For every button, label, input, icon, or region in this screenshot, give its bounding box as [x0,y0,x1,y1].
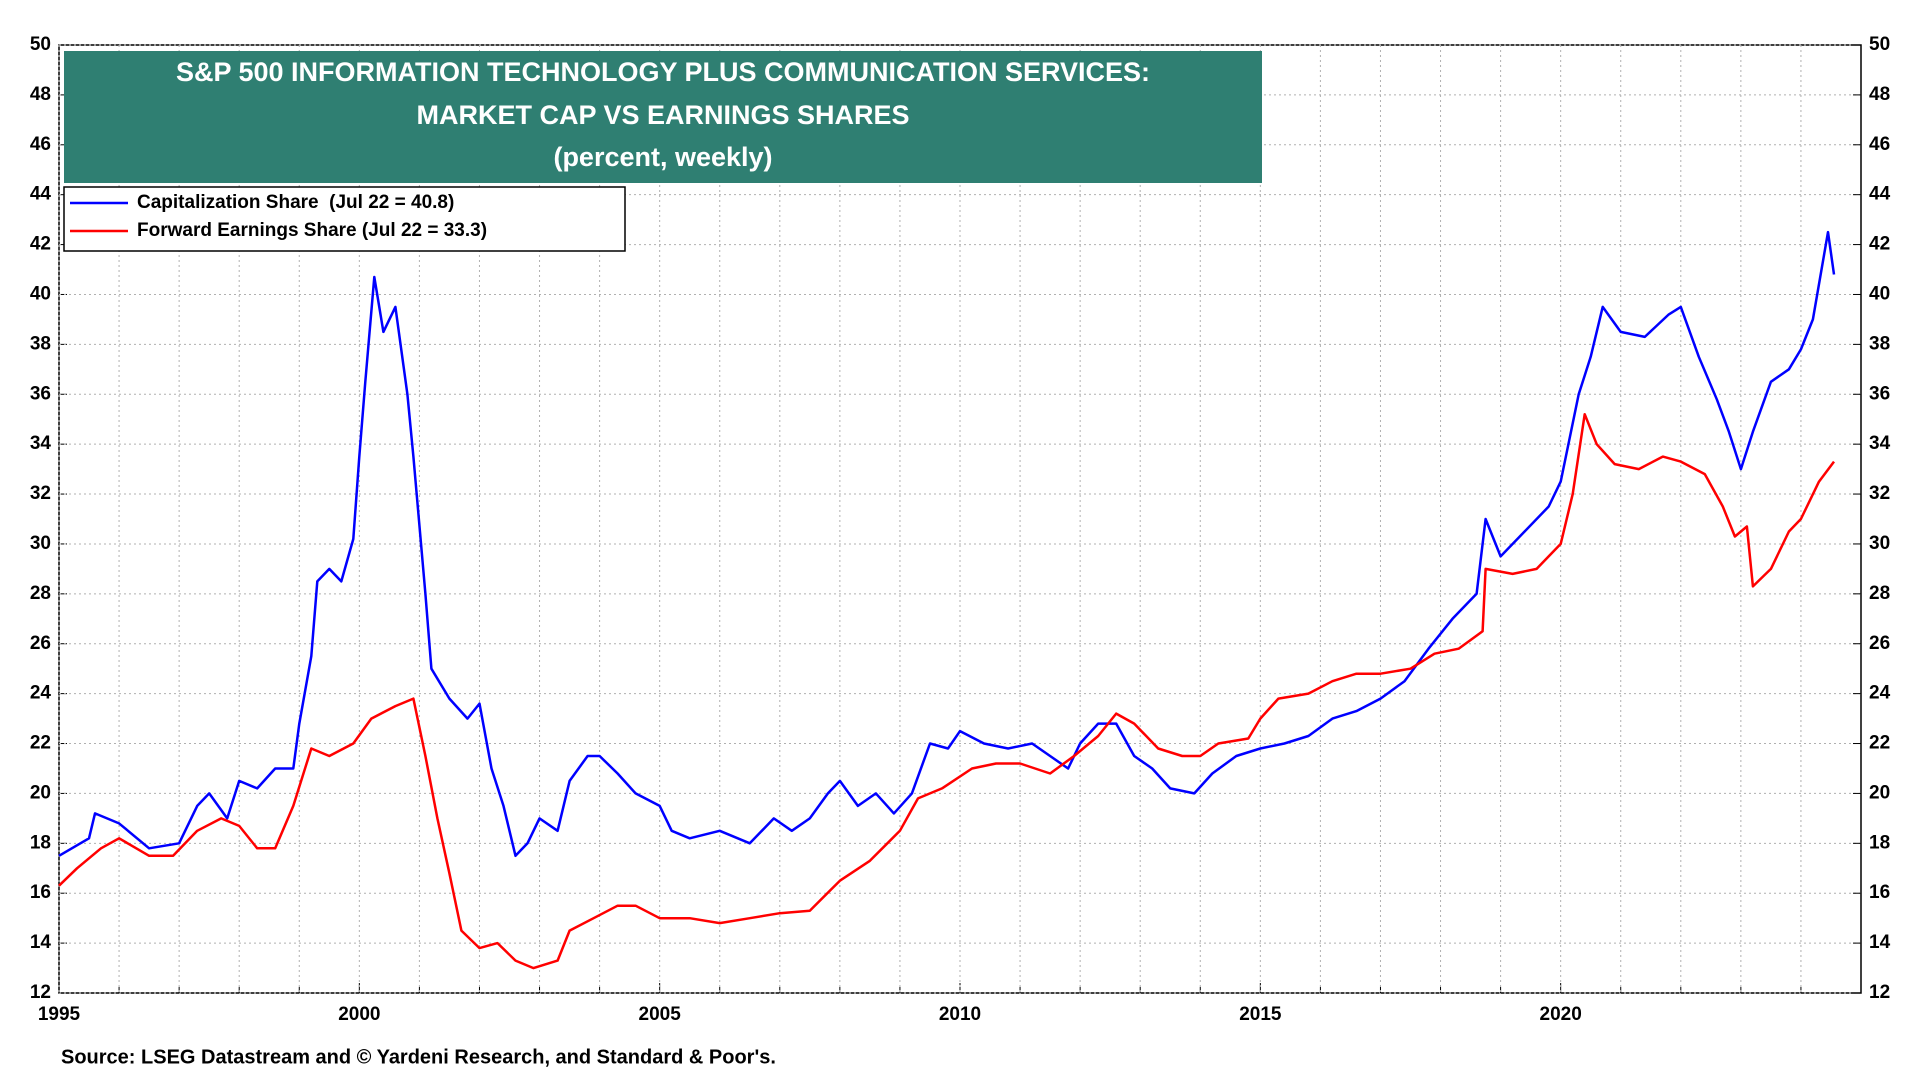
y2-tick-label: 34 [1869,433,1891,454]
y2-tick-label: 14 [1869,932,1891,953]
series-line [58,230,1836,858]
y2-tick-label: 42 [1869,234,1890,255]
y-tick-label: 28 [30,583,51,604]
x-tick-label: 2020 [1540,1004,1582,1025]
legend-label: Capitalization Share (Jul 22 = 40.8) [137,192,454,213]
y2-tick-label: 38 [1869,333,1890,354]
chart-subtitle: (percent, weekly) [553,142,772,172]
y-tick-label: 30 [30,533,51,554]
chart-title: S&P 500 INFORMATION TECHNOLOGY PLUS COMM… [176,57,1150,87]
y2-tick-label: 40 [1869,283,1890,304]
y2-tick-label: 46 [1869,134,1890,155]
x-tick-label: 2000 [338,1004,380,1025]
y-tick-label: 40 [30,283,51,304]
y2-tick-label: 48 [1869,84,1890,105]
y2-tick-label: 32 [1869,483,1890,504]
series-line [58,412,1835,970]
x-tick-label: 2005 [639,1004,682,1025]
y-tick-label: 22 [30,733,51,754]
y-tick-label: 12 [30,982,51,1003]
y2-tick-label: 36 [1869,383,1890,404]
y-tick-label: 20 [30,782,51,803]
y2-tick-label: 28 [1869,583,1890,604]
y-tick-label: 36 [30,383,51,404]
y-tick-label: 34 [30,433,52,454]
legend: Capitalization Share (Jul 22 = 40.8) Forw… [70,192,487,241]
y-tick-label: 18 [30,832,51,853]
y2-tick-label: 16 [1869,882,1890,903]
y2-tick-label: 18 [1869,832,1890,853]
chart-title: MARKET CAP VS EARNINGS SHARES [416,100,909,130]
y-tick-label: 44 [30,184,52,205]
y2-tick-label: 20 [1869,782,1890,803]
y-tick-label: 24 [30,683,52,704]
y-tick-label: 14 [30,932,52,953]
y2-tick-label: 22 [1869,733,1890,754]
y-tick-label: 38 [30,333,51,354]
title-box [64,51,1262,183]
lines [58,230,1836,970]
y-tick-label: 46 [30,134,51,155]
y2-tick-label: 24 [1869,683,1891,704]
legend-box [63,186,626,252]
y2-tick-label: 50 [1869,34,1890,55]
y2-tick-label: 30 [1869,533,1890,554]
y2-tick-label: 44 [1869,184,1891,205]
y2-tick-label: 12 [1869,982,1890,1003]
y-tick-label: 42 [30,234,51,255]
x-tick-label: 2015 [1239,1004,1282,1025]
y-tick-label: 32 [30,483,51,504]
y-tick-label: 48 [30,84,51,105]
y-tick-label: 26 [30,633,51,654]
x-tick-label: 2010 [939,1004,981,1025]
legend-label: Forward Earnings Share (Jul 22 = 33.3) [137,220,487,241]
y-tick-label: 16 [30,882,51,903]
source-note: Source: LSEG Datastream and © Yardeni Re… [61,1046,776,1068]
x-tick-label: 1995 [38,1004,81,1025]
y-tick-label: 50 [30,34,51,55]
y2-tick-label: 26 [1869,633,1890,654]
